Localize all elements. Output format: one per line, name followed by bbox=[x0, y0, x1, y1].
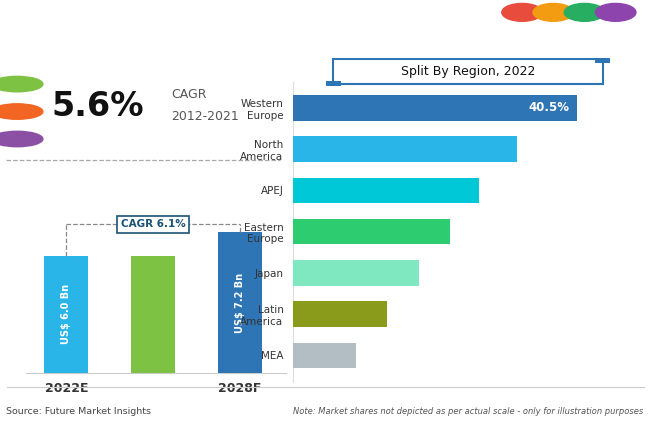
Text: fmi: fmi bbox=[551, 30, 587, 49]
FancyBboxPatch shape bbox=[595, 56, 610, 63]
Circle shape bbox=[0, 76, 43, 92]
Circle shape bbox=[0, 131, 43, 147]
Text: 2012-2021: 2012-2021 bbox=[172, 110, 239, 123]
Text: Global  Measurement Technology in Downstream: Global Measurement Technology in Downstr… bbox=[15, 17, 419, 31]
Text: Source: Future Market Insights: Source: Future Market Insights bbox=[6, 407, 151, 416]
Bar bbox=[44, 256, 88, 373]
Bar bbox=[292, 301, 387, 327]
FancyBboxPatch shape bbox=[326, 81, 341, 88]
Text: Split By Region, 2022: Split By Region, 2022 bbox=[401, 65, 535, 78]
Circle shape bbox=[564, 3, 605, 21]
Circle shape bbox=[0, 104, 43, 119]
Circle shape bbox=[595, 3, 636, 21]
Text: US$ 6.0 Bn: US$ 6.0 Bn bbox=[62, 284, 72, 344]
Bar bbox=[292, 219, 450, 245]
Bar bbox=[292, 260, 419, 286]
Bar bbox=[131, 256, 175, 373]
Text: Future Market Insights: Future Market Insights bbox=[534, 59, 604, 64]
Bar bbox=[292, 95, 577, 121]
Text: CAGR 6.1%: CAGR 6.1% bbox=[121, 219, 185, 229]
Text: Processing Market Analysis 2022-2028: Processing Market Analysis 2022-2028 bbox=[15, 46, 335, 61]
Bar bbox=[218, 232, 262, 373]
Text: US$ 7.2 Bn: US$ 7.2 Bn bbox=[235, 272, 245, 333]
Text: Note: Market shares not depicted as per actual scale - only for illustration pur: Note: Market shares not depicted as per … bbox=[293, 407, 644, 416]
FancyBboxPatch shape bbox=[333, 59, 603, 85]
Circle shape bbox=[533, 3, 573, 21]
Text: CAGR: CAGR bbox=[172, 88, 207, 100]
Bar bbox=[292, 343, 356, 368]
Bar bbox=[292, 136, 517, 162]
Circle shape bbox=[502, 3, 542, 21]
Text: 5.6%: 5.6% bbox=[51, 90, 144, 123]
Text: 40.5%: 40.5% bbox=[529, 101, 570, 115]
Bar bbox=[292, 178, 478, 203]
